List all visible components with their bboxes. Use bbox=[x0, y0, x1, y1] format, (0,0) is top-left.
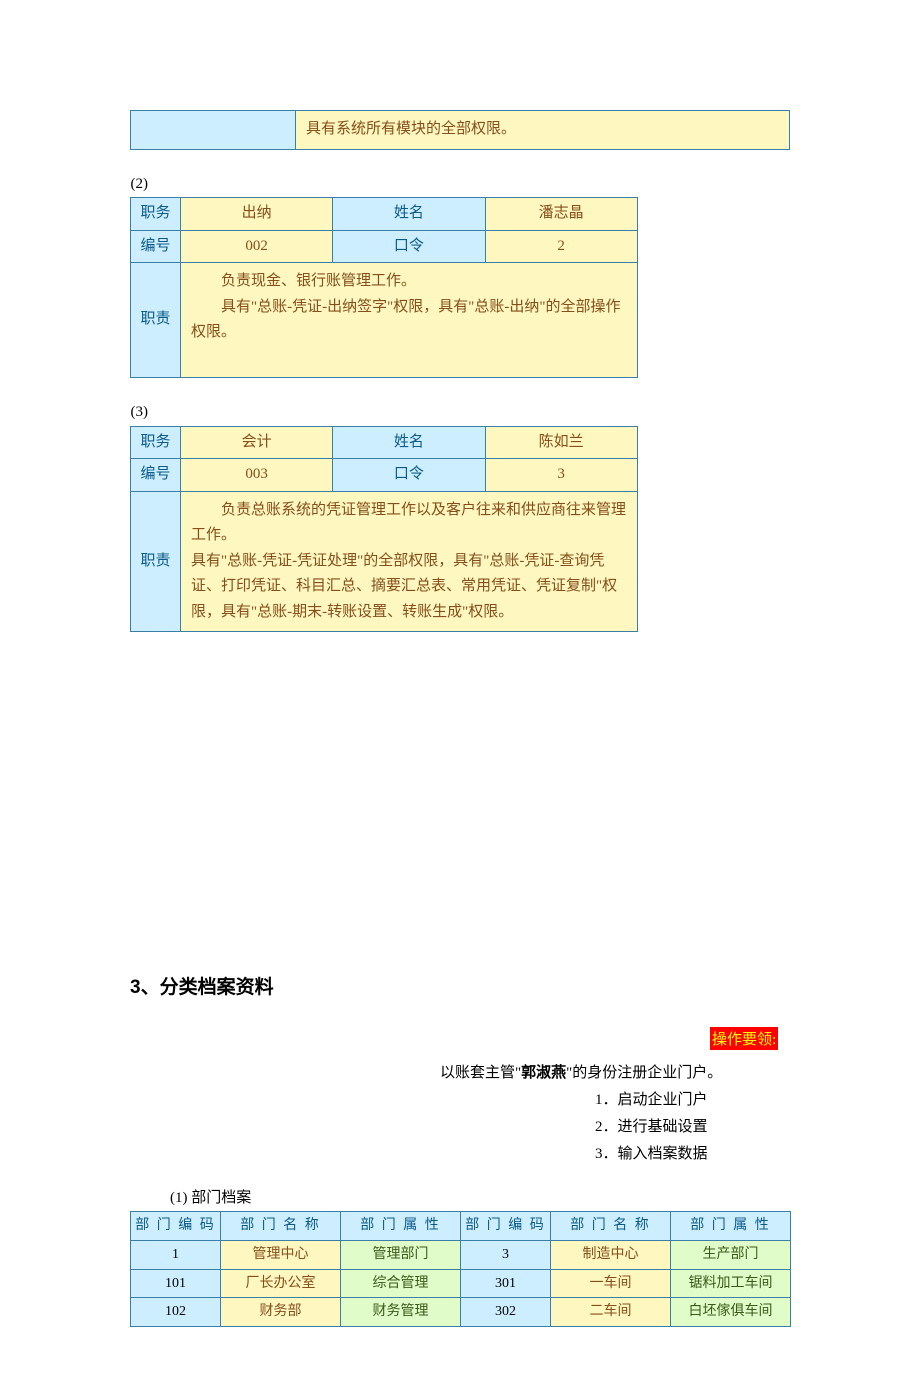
t2-duty-val: 负责现金、银行账管理工作。 具有"总账-凭证-出纳签字"权限，具有"总账-出纳"… bbox=[181, 263, 638, 378]
t3-pos-lbl: 职务 bbox=[131, 426, 181, 459]
dh-attr-1: 部 门 属 性 bbox=[341, 1212, 461, 1241]
r1c1: 101 bbox=[131, 1269, 221, 1298]
t3-num: (3) bbox=[131, 400, 181, 426]
intro-block: 以账套主管"郭淑燕"的身份注册企业门户。 1．启动企业门户 2．进行基础设置 3… bbox=[440, 1060, 790, 1168]
dh-attr-2: 部 门 属 性 bbox=[671, 1212, 791, 1241]
t1-blank bbox=[131, 111, 296, 150]
dh-code-1: 部 门 编 码 bbox=[131, 1212, 221, 1241]
r0a1: 管理部门 bbox=[341, 1240, 461, 1269]
dept-row-1: 101 厂长办公室 综合管理 301 一车间 锯料加工车间 bbox=[131, 1269, 791, 1298]
t3-name-lbl: 姓名 bbox=[333, 426, 485, 459]
r0n2: 制造中心 bbox=[551, 1240, 671, 1269]
t2-pwd-lbl: 口令 bbox=[333, 230, 485, 263]
role-table-3: (3) 职务 会计 姓名 陈如兰 编号 003 口令 3 职责 负责总账系统的凭… bbox=[130, 400, 790, 632]
r0a2: 生产部门 bbox=[671, 1240, 791, 1269]
r1a1: 综合管理 bbox=[341, 1269, 461, 1298]
dh-name-2: 部 门 名 称 bbox=[551, 1212, 671, 1241]
r0c2: 3 bbox=[461, 1240, 551, 1269]
intro-name: 郭淑燕 bbox=[521, 1065, 566, 1081]
step-3: 3．输入档案数据 bbox=[595, 1141, 790, 1168]
t2-name-lbl: 姓名 bbox=[333, 198, 485, 231]
dept-row-0: 1 管理中心 管理部门 3 制造中心 生产部门 bbox=[131, 1240, 791, 1269]
t2-pos-lbl: 职务 bbox=[131, 198, 181, 231]
intro-suffix: "的身份注册企业门户。 bbox=[566, 1065, 722, 1081]
r2a2: 白坯傢俱车间 bbox=[671, 1298, 791, 1327]
r2c1: 102 bbox=[131, 1298, 221, 1327]
t3-pwd-lbl: 口令 bbox=[333, 459, 485, 492]
r2n1: 财务部 bbox=[221, 1298, 341, 1327]
t3-duty-l1: 负责总账系统的凭证管理工作以及客户往来和供应商往来管理工作。 bbox=[191, 502, 626, 544]
t2-duty-l1: 负责现金、银行账管理工作。 bbox=[191, 273, 416, 289]
role-table-2: (2) 职务 出纳 姓名 潘志晶 编号 002 口令 2 职责 负责现金、银行账… bbox=[130, 172, 790, 379]
t2-duty-l2: 具有"总账-凭证-出纳签字"权限，具有"总账-出纳"的全部操作权限。 bbox=[191, 299, 620, 341]
t2-pwd-val: 2 bbox=[485, 230, 637, 263]
intro-prefix: 以账套主管" bbox=[440, 1065, 521, 1081]
r1n1: 厂长办公室 bbox=[221, 1269, 341, 1298]
t3-duty-l2: 具有"总账-凭证-凭证处理"的全部权限，具有"总账-凭证-查询凭证、打印凭证、科… bbox=[191, 553, 617, 620]
dh-name-1: 部 门 名 称 bbox=[221, 1212, 341, 1241]
t3-pos-val: 会计 bbox=[181, 426, 333, 459]
r1n2: 一车间 bbox=[551, 1269, 671, 1298]
dept-label: (1) 部门档案 bbox=[170, 1186, 790, 1207]
r1c2: 301 bbox=[461, 1269, 551, 1298]
t3-pwd-val: 3 bbox=[485, 459, 637, 492]
r2a1: 财务管理 bbox=[341, 1298, 461, 1327]
t3-duty-lbl: 职责 bbox=[131, 491, 181, 632]
role-table-1: 具有系统所有模块的全部权限。 bbox=[130, 110, 790, 150]
t2-num: (2) bbox=[131, 172, 181, 198]
t3-code-val: 003 bbox=[181, 459, 333, 492]
dept-table: 部 门 编 码 部 门 名 称 部 门 属 性 部 门 编 码 部 门 名 称 … bbox=[130, 1211, 791, 1327]
dh-code-2: 部 门 编 码 bbox=[461, 1212, 551, 1241]
dept-row-2: 102 财务部 财务管理 302 二车间 白坯傢俱车间 bbox=[131, 1298, 791, 1327]
t1-duty: 具有系统所有模块的全部权限。 bbox=[296, 111, 790, 150]
t3-name-val: 陈如兰 bbox=[485, 426, 637, 459]
r0n1: 管理中心 bbox=[221, 1240, 341, 1269]
r2c2: 302 bbox=[461, 1298, 551, 1327]
t2-name-val: 潘志晶 bbox=[485, 198, 637, 231]
step-2: 2．进行基础设置 bbox=[595, 1114, 790, 1141]
t2-code-val: 002 bbox=[181, 230, 333, 263]
t2-code-lbl: 编号 bbox=[131, 230, 181, 263]
t2-duty-lbl: 职责 bbox=[131, 263, 181, 378]
r2n2: 二车间 bbox=[551, 1298, 671, 1327]
ops-badge: 操作要领: bbox=[710, 1027, 778, 1050]
r0c1: 1 bbox=[131, 1240, 221, 1269]
step-1: 1．启动企业门户 bbox=[595, 1087, 790, 1114]
t3-code-lbl: 编号 bbox=[131, 459, 181, 492]
section-title: 3、分类档案资料 bbox=[130, 972, 790, 999]
t3-duty-val: 负责总账系统的凭证管理工作以及客户往来和供应商往来管理工作。 具有"总账-凭证-… bbox=[181, 491, 638, 632]
r1a2: 锯料加工车间 bbox=[671, 1269, 791, 1298]
t2-pos-val: 出纳 bbox=[181, 198, 333, 231]
